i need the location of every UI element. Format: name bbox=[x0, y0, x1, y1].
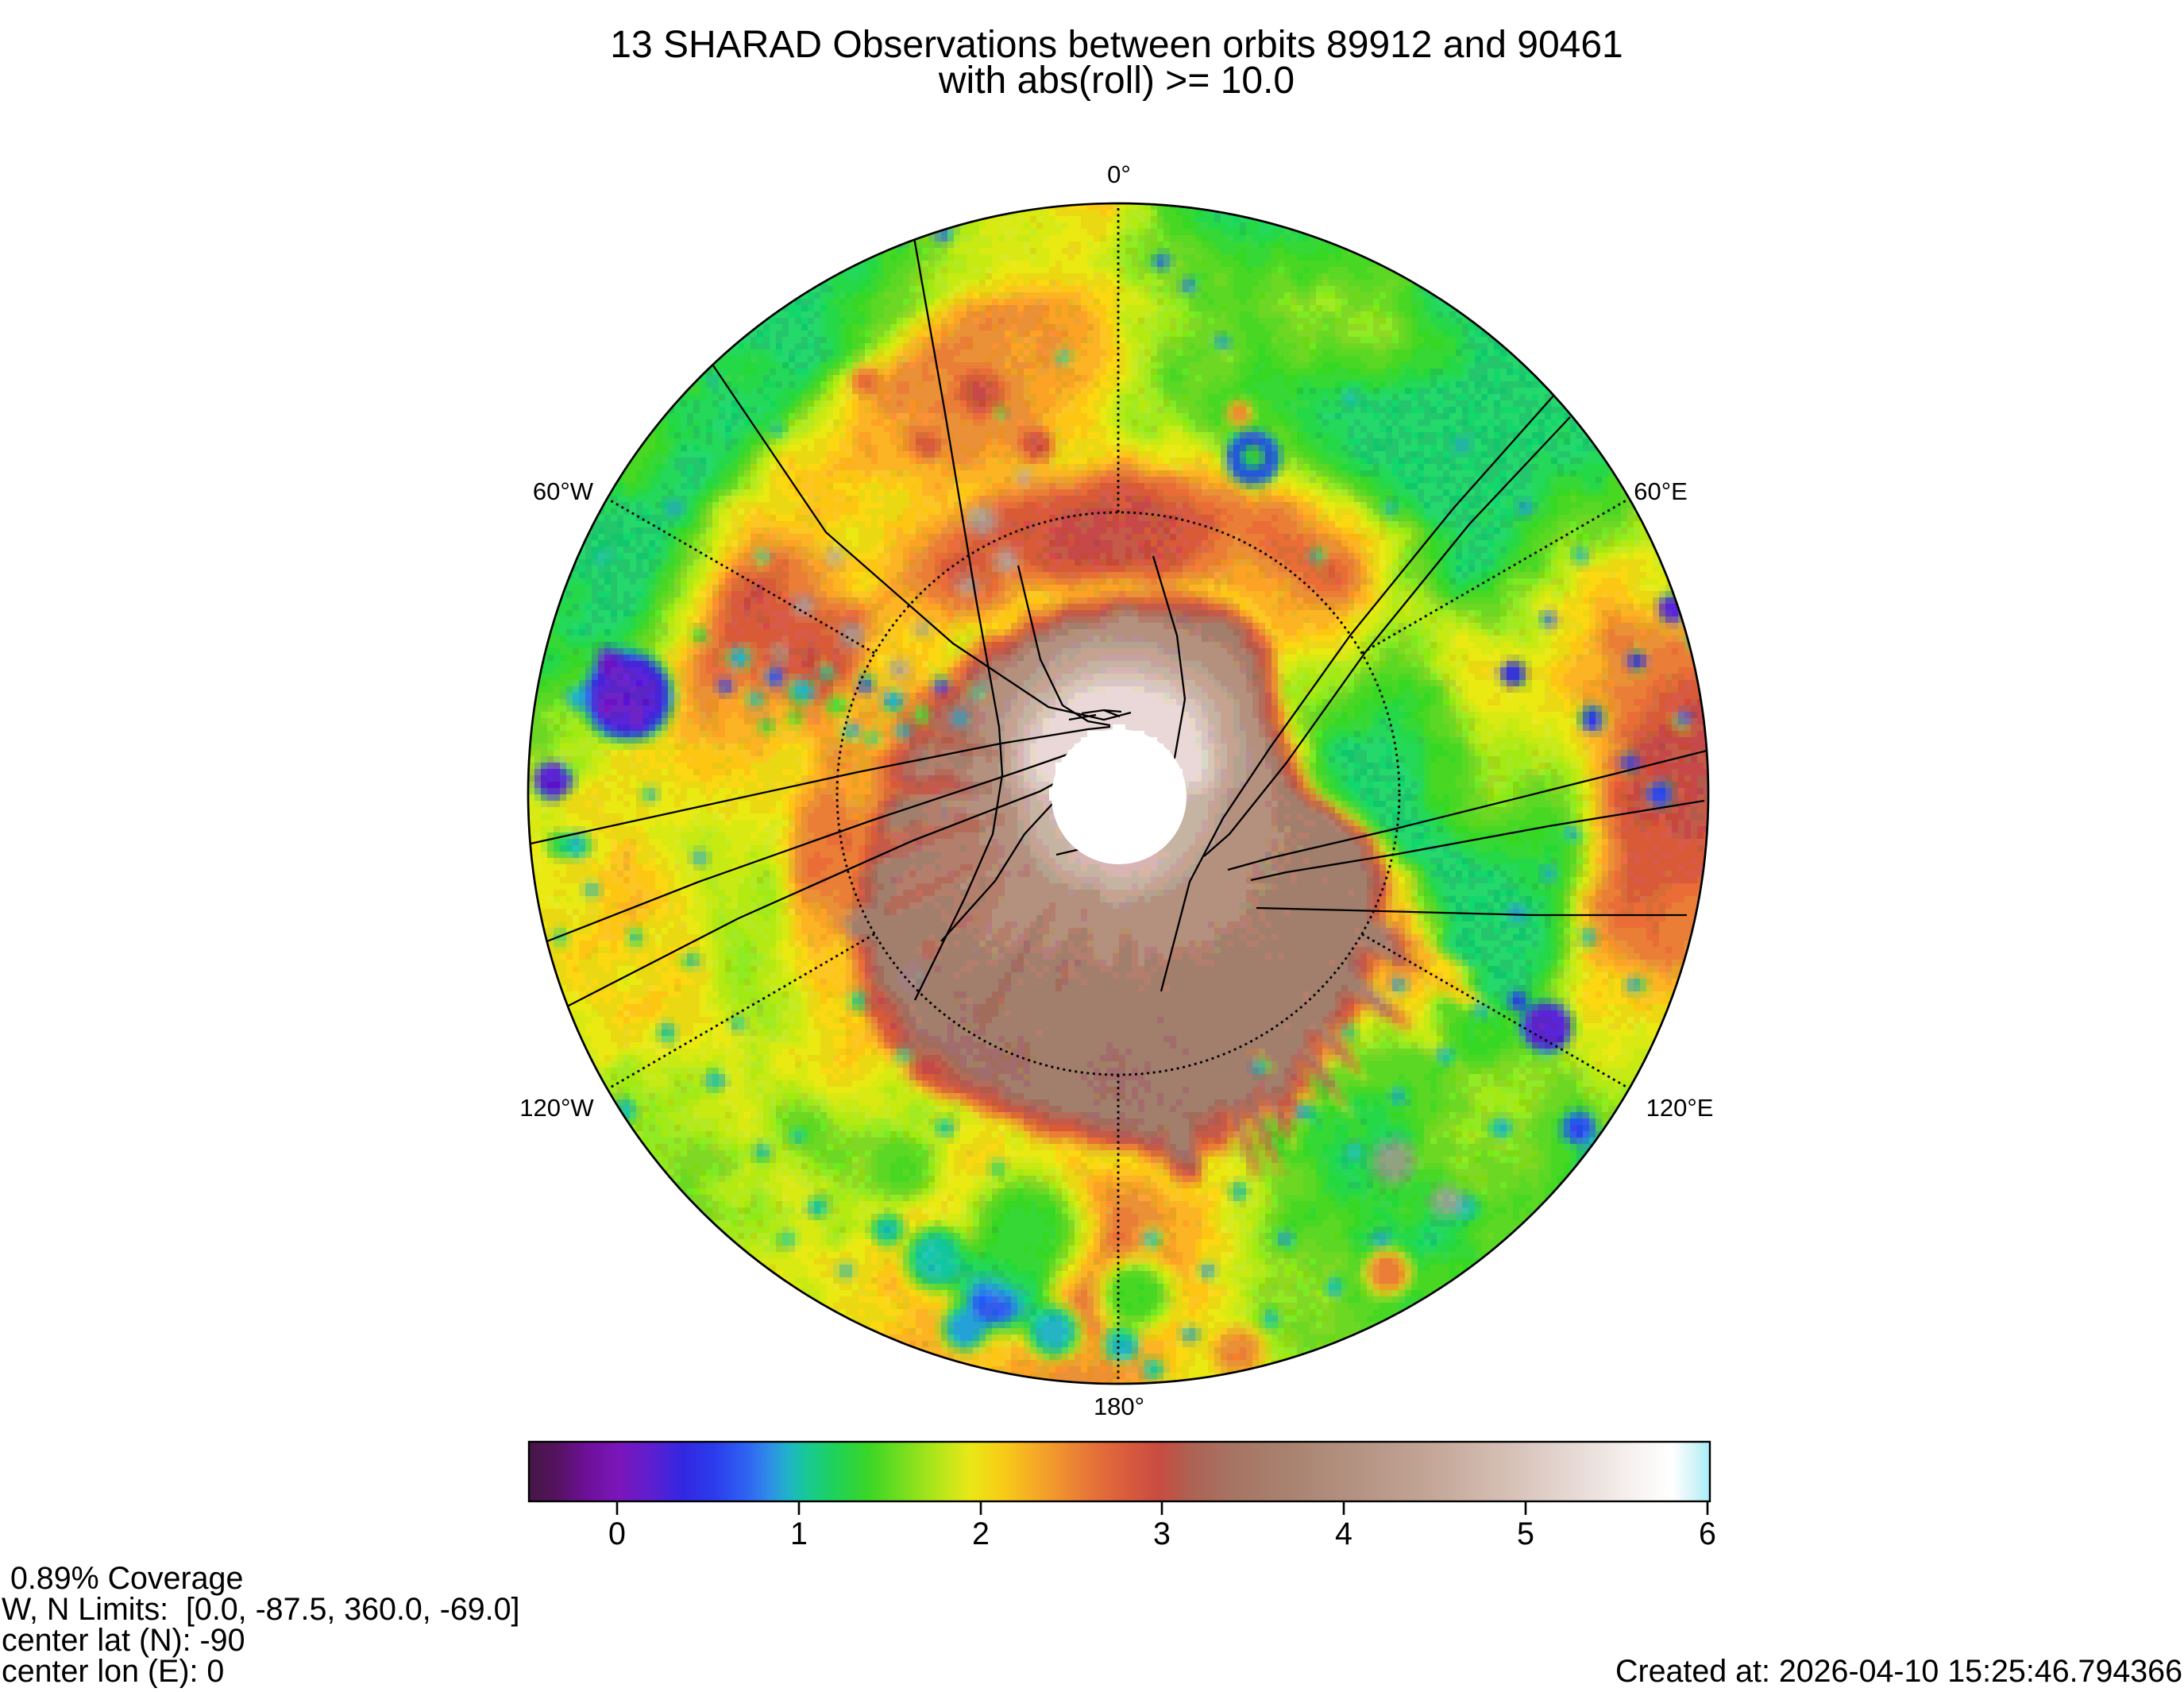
svg-text:4: 4 bbox=[1335, 1516, 1352, 1551]
svg-text:Created at: 2026-04-10 15:25:4: Created at: 2026-04-10 15:25:46.794366 bbox=[1615, 1654, 2182, 1688]
svg-text:120°W: 120°W bbox=[519, 1094, 594, 1122]
svg-text:center lon (E): 0: center lon (E): 0 bbox=[2, 1654, 224, 1688]
svg-text:180°: 180° bbox=[1094, 1393, 1144, 1420]
svg-text:3: 3 bbox=[1153, 1516, 1171, 1551]
svg-text:5: 5 bbox=[1517, 1516, 1534, 1551]
svg-text:W, N Limits: [0.0, -87.5, 360: W, N Limits: [0.0, -87.5, 360.0, -69.0] bbox=[2, 1592, 519, 1627]
svg-text:60°W: 60°W bbox=[533, 477, 594, 505]
svg-text:120°E: 120°E bbox=[1646, 1094, 1714, 1122]
svg-text:13 SHARAD Observations between: 13 SHARAD Observations between orbits 89… bbox=[610, 24, 1623, 66]
svg-text:0: 0 bbox=[608, 1516, 626, 1551]
svg-text:0.89% Coverage: 0.89% Coverage bbox=[2, 1561, 243, 1596]
svg-text:center lat (N): -90: center lat (N): -90 bbox=[2, 1623, 245, 1658]
svg-text:with abs(roll) >= 10.0: with abs(roll) >= 10.0 bbox=[938, 60, 1295, 102]
svg-text:2: 2 bbox=[972, 1516, 990, 1551]
svg-text:1: 1 bbox=[790, 1516, 808, 1551]
svg-text:0°: 0° bbox=[1107, 160, 1131, 188]
svg-text:6: 6 bbox=[1699, 1516, 1716, 1551]
svg-text:60°E: 60°E bbox=[1634, 477, 1688, 505]
